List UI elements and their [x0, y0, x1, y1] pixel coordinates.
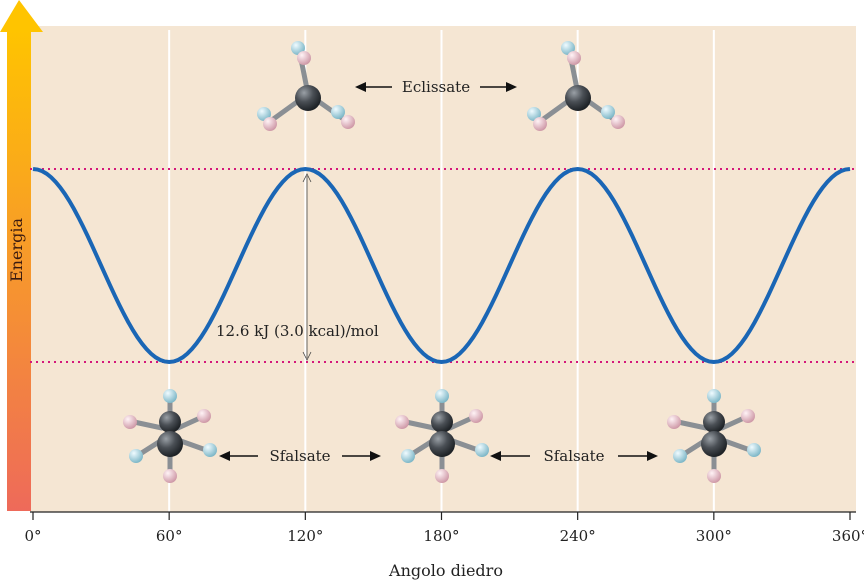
- atom: [435, 389, 449, 403]
- staggered-molecule: [395, 389, 489, 483]
- atom: [707, 469, 721, 483]
- atom: [601, 105, 615, 119]
- atom: [429, 431, 455, 457]
- bond: [719, 415, 747, 431]
- bond: [447, 415, 475, 431]
- atom: [565, 85, 591, 111]
- atom: [667, 415, 681, 429]
- bond: [403, 419, 437, 431]
- atom: [395, 415, 409, 429]
- bond: [675, 419, 709, 431]
- staggered-molecule: [123, 389, 217, 483]
- staggered-left-arrows: [219, 451, 381, 461]
- y-axis-title: Energia: [7, 218, 26, 282]
- x-tick-label: 0°: [24, 527, 41, 545]
- atom: [703, 411, 725, 433]
- atom: [431, 411, 453, 433]
- bond: [175, 415, 203, 431]
- eclipsed-molecule: [527, 41, 625, 131]
- atom: [159, 411, 181, 433]
- x-tick-label: 360°: [832, 527, 864, 545]
- atom: [707, 389, 721, 403]
- x-axis-title: Angolo diedro: [388, 561, 503, 580]
- atom: [331, 105, 345, 119]
- atom: [129, 449, 143, 463]
- bond: [131, 419, 165, 431]
- atom: [341, 115, 355, 129]
- atom: [157, 431, 183, 457]
- atom: [163, 389, 177, 403]
- eclipsed-arrows: [355, 82, 517, 92]
- eclipsed-label: Eclissate: [402, 78, 470, 96]
- atom: [263, 117, 277, 131]
- atom: [701, 431, 727, 457]
- atom: [741, 409, 755, 423]
- staggered-label-left: Sfalsate: [269, 447, 330, 465]
- atom: [673, 449, 687, 463]
- energy-curve-line: [32, 166, 851, 365]
- x-tick-label: 180°: [423, 527, 459, 545]
- x-tick-label: 120°: [287, 527, 323, 545]
- atom: [401, 449, 415, 463]
- barrier-label: 12.6 kJ (3.0 kcal)/mol: [216, 322, 379, 340]
- atom: [475, 443, 489, 457]
- staggered-right-arrows: [490, 451, 658, 461]
- atom: [435, 469, 449, 483]
- x-tick-label: 300°: [696, 527, 732, 545]
- atom: [611, 115, 625, 129]
- atom: [533, 117, 547, 131]
- atom: [123, 415, 137, 429]
- atom: [163, 469, 177, 483]
- atom: [747, 443, 761, 457]
- energy-axis-arrow: [0, 0, 43, 511]
- atom: [567, 51, 581, 65]
- atom: [197, 409, 211, 423]
- atom: [295, 85, 321, 111]
- barrier-double-arrow: [302, 173, 312, 361]
- staggered-label-right: Sfalsate: [543, 447, 604, 465]
- atom: [203, 443, 217, 457]
- x-ticks: 0° 60° 120° 180° 240° 300° 360°: [24, 512, 864, 545]
- atom: [469, 409, 483, 423]
- molecule-models: [123, 41, 761, 483]
- x-tick-label: 240°: [560, 527, 596, 545]
- eclipsed-molecule: [257, 41, 355, 131]
- atom: [297, 51, 311, 65]
- x-tick-label: 60°: [156, 527, 183, 545]
- staggered-molecule: [667, 389, 761, 483]
